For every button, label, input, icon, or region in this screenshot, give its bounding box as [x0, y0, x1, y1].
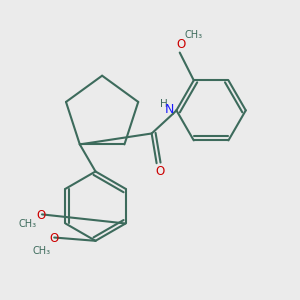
Text: O: O	[49, 232, 58, 245]
Text: O: O	[155, 165, 164, 178]
Text: CH₃: CH₃	[33, 246, 51, 256]
Text: N: N	[165, 103, 175, 116]
Text: CH₃: CH₃	[19, 219, 37, 229]
Text: O: O	[176, 38, 185, 51]
Text: CH₃: CH₃	[184, 30, 203, 40]
Text: O: O	[37, 208, 46, 222]
Text: H: H	[160, 99, 168, 109]
